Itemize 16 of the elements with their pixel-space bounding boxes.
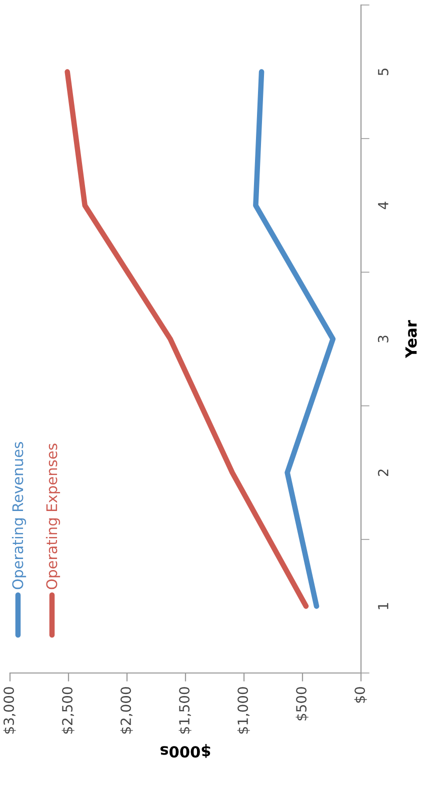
x-axis-title: $000s [160, 744, 210, 758]
y-tick-label: 4 [378, 202, 388, 210]
x-tick-label: $1,500 [178, 687, 192, 734]
text: Operating Expenses [46, 444, 60, 590]
x-tick-label: $500 [296, 687, 308, 720]
x-tick-label: $2,500 [62, 687, 74, 734]
x-tick-label: $3,000 [3, 687, 16, 734]
x-tick-label: $0 [354, 687, 367, 703]
y-tick-label: 1 [378, 603, 388, 610]
x-tick-label: $1,000 [237, 687, 250, 734]
y-tick-label: 2 [378, 470, 388, 476]
y-tick-label: 5 [378, 68, 388, 76]
y-axis-title: Year [405, 320, 417, 358]
text: Operating Revenues [12, 442, 26, 590]
y-tick-label: 3 [378, 336, 388, 342]
x-tick-label: $2,000 [120, 687, 133, 734]
